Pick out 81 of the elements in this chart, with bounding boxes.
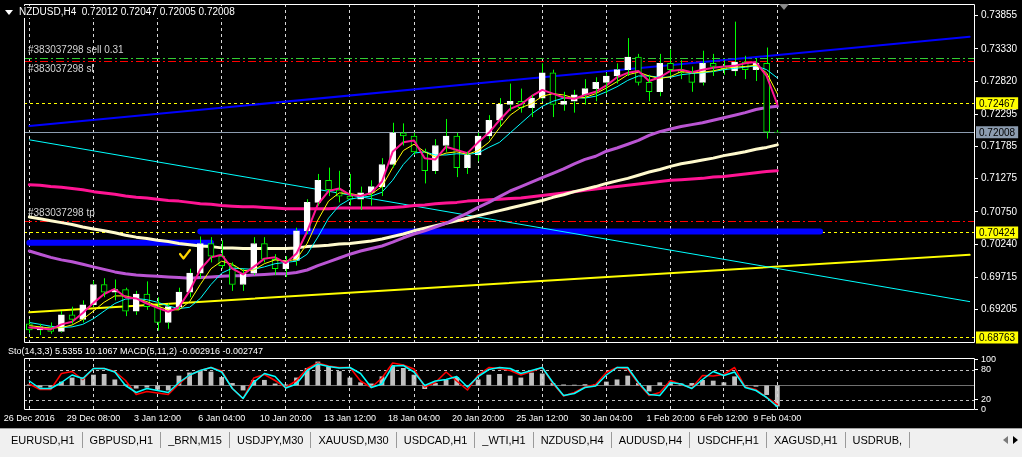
bar <box>358 382 363 386</box>
y-tick-label: 0.73330 <box>981 42 1018 54</box>
y-tick-label: 0.69205 <box>981 303 1018 315</box>
bar <box>112 379 118 386</box>
candlestick <box>603 72 610 95</box>
candlestick <box>592 76 599 102</box>
text: USDRUB, <box>845 432 911 448</box>
bar <box>507 375 513 386</box>
candlestick <box>464 151 471 175</box>
x-tick-label: 29 Dec 08:00 <box>66 412 121 423</box>
y-tick-label: 0.73855 <box>981 9 1018 21</box>
text: USDCHF,H1 <box>690 432 767 448</box>
y-tick-label: 0.71275 <box>981 172 1018 184</box>
y-tick-label: 0.71785 <box>981 140 1018 152</box>
x-tick-label: 6 Jan 04:00 <box>198 412 246 423</box>
text: _BRN,M15 <box>161 432 230 448</box>
y-tick-label: 0.70240 <box>981 237 1018 249</box>
candlestick <box>624 37 632 77</box>
ref-line-label: #383037298 sell 0.31 <box>28 44 125 56</box>
bar <box>657 382 663 386</box>
x-tick-label: 3 Jan 12:00 <box>134 412 182 423</box>
bar <box>497 373 502 386</box>
bar <box>133 385 139 389</box>
x-tick-label: 1 Feb 20:00 <box>646 412 695 423</box>
candlestick <box>261 236 268 263</box>
x-tick-label: 20 Jan 20:00 <box>452 412 505 423</box>
x-tick-label: 10 Jan 20:00 <box>259 412 312 423</box>
candlestick <box>709 53 717 77</box>
ref-line-label: #383037298 sl <box>28 62 94 74</box>
y-tick-label: 0 <box>981 403 987 414</box>
text: USDCAD,H1 <box>396 432 476 448</box>
x-tick-label: 18 Jan 04:00 <box>387 412 441 423</box>
text: AUDUSD,H4 <box>611 432 691 448</box>
x-tick-label: 9 Feb 04:00 <box>753 412 802 423</box>
x-tick-label: 26 Dec 2016 <box>3 412 55 423</box>
chart-title: Sto(14,3,3) 5.5355 10.1067 MACD(5,11,2) -0.002916 -0.002747 <box>6 346 266 357</box>
text: EURUSD,H1 <box>4 432 83 448</box>
ref-line-label: 0.68763 <box>979 331 1016 343</box>
y-tick-label: 0.72820 <box>981 74 1018 86</box>
y-tick-label: 100 <box>981 353 997 364</box>
bar <box>764 385 770 395</box>
bar <box>37 385 43 388</box>
bar <box>48 385 54 388</box>
bar <box>101 373 107 386</box>
candlestick <box>560 91 567 112</box>
chart-title: NZDUSD,H4 0.72012 0.72047 0.72005 0.72008 <box>17 6 237 18</box>
bar <box>518 377 524 386</box>
y-tick-label: 0.72295 <box>981 107 1018 119</box>
bar <box>625 375 631 386</box>
bar <box>144 385 150 388</box>
x-tick-label: 6 Feb 12:00 <box>699 412 748 423</box>
y-tick-label: 0.70750 <box>981 205 1018 217</box>
y-tick-label: 80 <box>981 363 992 374</box>
x-tick-label: 30 Jan 04:00 <box>580 412 633 423</box>
ref-line-label: 0.72008 <box>979 126 1016 138</box>
ref-line-label: 0.72467 <box>979 97 1016 109</box>
candlestick <box>667 48 674 77</box>
bar <box>475 379 481 386</box>
y-tick-label: 0.69715 <box>981 271 1018 283</box>
candlestick <box>506 83 514 112</box>
bar <box>165 385 171 391</box>
bar <box>197 370 203 386</box>
bar <box>155 385 160 390</box>
candlestick <box>496 97 503 128</box>
bar <box>689 383 695 386</box>
text: NZDUSD,H4 <box>533 432 612 448</box>
bar <box>486 374 492 386</box>
text: _WTI,H1 <box>475 432 534 448</box>
text: USDJPY,M30 <box>229 432 312 448</box>
text: GBPUSD,H1 <box>82 432 162 448</box>
bar <box>262 379 267 386</box>
bar <box>732 376 737 386</box>
y-tick-label: 20 <box>981 393 992 404</box>
bar <box>646 385 652 392</box>
x-tick-label: 13 Jan 12:00 <box>323 412 376 423</box>
ref-line-label: 0.70424 <box>979 226 1016 238</box>
x-tick-label: 25 Jan 12:00 <box>516 412 569 423</box>
text: XAUUSD,M30 <box>311 432 397 448</box>
text: XAGUSD,H1 <box>766 432 846 448</box>
candlestick <box>90 280 97 308</box>
bar <box>529 372 534 386</box>
